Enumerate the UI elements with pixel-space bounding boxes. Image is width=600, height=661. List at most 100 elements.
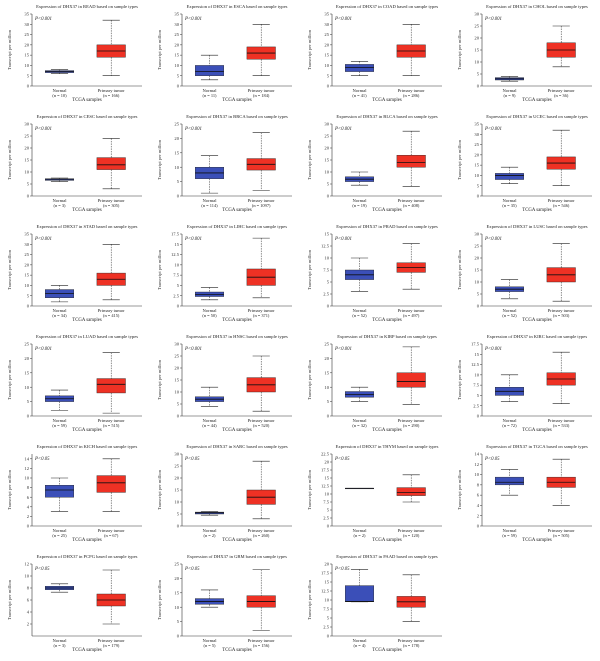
x-tick-label: Normal (52, 418, 67, 423)
x-axis-label: TCGA samples (522, 98, 552, 103)
p-value-label: P<0.05 (184, 457, 200, 462)
x-tick-label: Normal (202, 308, 217, 313)
y-tick-label: 10 (474, 372, 479, 377)
y-tick-label: 5 (477, 72, 480, 77)
boxplot-panel: Expression of DHX37 in CESC based on sam… (7, 114, 142, 213)
x-tick-label: Normal (502, 418, 517, 423)
sample-count-label: (n = 305) (103, 203, 120, 208)
p-value-label: P<0.001 (334, 347, 352, 352)
sample-count-label: (n = 59) (502, 533, 517, 538)
sample-count-label: (n = 533) (553, 423, 570, 428)
y-tick-label: 5 (177, 512, 180, 517)
y-tick-label: 10 (324, 256, 329, 261)
y-axis-label: Transcript per million (7, 469, 12, 510)
y-tick-label: 10 (474, 173, 479, 178)
y-tick-label: 0 (27, 414, 30, 419)
sample-count-label: (n = 184) (253, 93, 270, 98)
boxplot-panel: Expression of DHX37 in GBM based on samp… (157, 554, 292, 653)
y-axis-label: Transcript per million (457, 359, 462, 400)
x-axis-label: TCGA samples (72, 648, 102, 653)
y-tick-label: 14 (24, 456, 29, 461)
sample-count-label: (n = 25) (52, 533, 67, 538)
y-tick-label: 25 (24, 134, 29, 139)
boxplot-panel: Expression of DHX37 in BLCA based on sam… (307, 114, 442, 213)
y-tick-label: 12 (24, 466, 29, 471)
x-tick-label: Normal (52, 528, 67, 533)
tumor-box (96, 378, 126, 394)
y-tick-label: 10 (24, 574, 29, 579)
sample-count-label: (n = 166) (103, 93, 120, 98)
y-tick-label: 35 (474, 122, 479, 127)
x-tick-label: Primary tumor (98, 88, 125, 93)
sample-count-label: (n = 10) (52, 93, 67, 98)
y-tick-label: 5 (327, 182, 330, 187)
y-tick-label: 10 (24, 170, 29, 175)
normal-box (495, 476, 525, 486)
y-tick-label: 12.5 (321, 244, 330, 249)
chart-title: Expression of DHX37 in CESC based on sam… (37, 114, 138, 119)
y-tick-label: 5 (27, 182, 30, 187)
y-tick-label: 0 (177, 84, 180, 89)
normal-box (345, 64, 375, 72)
y-tick-label: 20 (174, 42, 179, 47)
y-tick-label: 10 (474, 60, 479, 65)
boxplot-panel: Expression of DHX37 in THYM based on sam… (307, 444, 442, 543)
x-axis-label: TCGA samples (72, 538, 102, 543)
p-value-label: P<0.001 (334, 17, 352, 22)
x-axis-label: TCGA samples (222, 98, 252, 103)
y-tick-label: 20 (324, 42, 329, 47)
y-tick-label: 30 (24, 242, 29, 247)
x-axis-label: TCGA samples (222, 318, 252, 323)
p-value-label: P<0.05 (34, 457, 50, 462)
x-tick-label: Normal (352, 88, 367, 93)
y-tick-label: 25 (24, 342, 29, 347)
y-tick-label: 15 (324, 158, 329, 163)
chart-title: Expression of DHX37 in HNSC based on sam… (186, 334, 288, 339)
x-tick-label: Primary tumor (398, 528, 425, 533)
x-tick-label: Primary tumor (248, 88, 275, 93)
y-tick-label: 4 (27, 610, 30, 615)
y-tick-label: 30 (474, 12, 479, 17)
chart-title: Expression of DHX37 in COAD based on sam… (336, 4, 439, 9)
boxplot-panel: Expression of DHX37 in PAAD based on sam… (307, 554, 442, 653)
sample-count-label: (n = 11) (202, 93, 217, 98)
sample-count-label: (n = 59) (52, 423, 67, 428)
y-tick-label: 12 (24, 562, 29, 567)
sample-count-label: (n = 286) (403, 93, 420, 98)
x-axis-label: TCGA samples (522, 538, 552, 543)
x-tick-label: Normal (52, 198, 67, 203)
y-tick-label: 12.5 (171, 252, 180, 257)
y-tick-label: 10 (24, 63, 29, 68)
boxplot-panel: Expression of DHX37 in LUSC based on sam… (457, 224, 592, 323)
y-tick-label: 20 (174, 476, 179, 481)
y-tick-label: 2 (27, 514, 30, 519)
tumor-box (96, 157, 126, 170)
y-tick-label: 0 (327, 84, 330, 89)
sample-count-label: (n = 179) (103, 643, 120, 648)
x-axis-label: TCGA samples (72, 98, 102, 103)
y-tick-label: 7.5 (473, 383, 479, 388)
y-tick-label: 35 (24, 12, 29, 17)
y-tick-label: 0 (327, 524, 330, 529)
x-axis-label: TCGA samples (372, 318, 402, 323)
y-tick-label: 25 (174, 562, 179, 567)
y-tick-label: 5 (327, 399, 330, 404)
y-tick-label: 5 (327, 616, 330, 621)
sample-count-label: (n = 35) (502, 203, 517, 208)
y-tick-label: 15 (324, 370, 329, 375)
y-tick-label: 20 (174, 136, 179, 141)
y-axis-label: Transcript per million (7, 249, 12, 290)
y-tick-label: 4 (477, 503, 480, 508)
p-value-label: P<0.05 (334, 567, 350, 572)
y-tick-label: 14 (474, 452, 479, 457)
sample-count-label: (n = 4) (354, 643, 367, 648)
x-axis-label: TCGA samples (72, 428, 102, 433)
p-value-label: P<0.05 (484, 457, 500, 462)
y-axis-label: Transcript per million (157, 139, 162, 180)
y-tick-label: 30 (474, 132, 479, 137)
y-tick-label: 20 (324, 460, 329, 465)
y-tick-label: 20 (24, 42, 29, 47)
chart-title: Expression of DHX37 in LUSC based on sam… (486, 224, 587, 229)
boxplot-panel: Expression of DHX37 in CHOL based on sam… (457, 4, 592, 103)
